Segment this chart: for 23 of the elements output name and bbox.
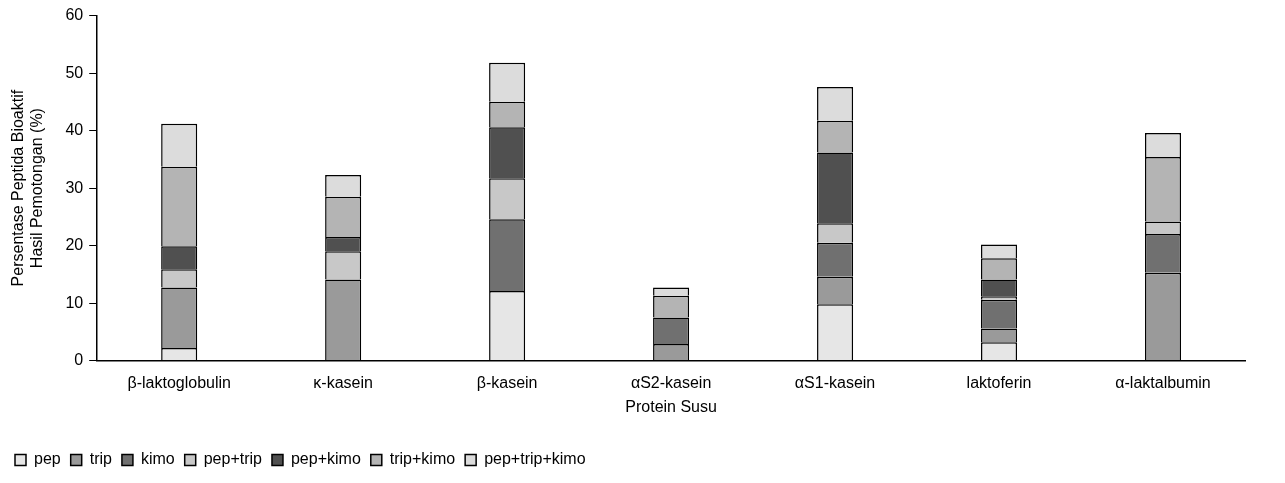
legend-label: kimo [140,450,175,468]
y-tick-label: 60 [65,6,84,24]
legend-label: pep+trip+kimo [484,450,586,468]
x-tick-label: β-laktoglobulin [127,373,231,391]
x-axis-title: Protein Susu [625,397,717,415]
x-tick-label: laktoferin [966,373,1032,391]
y-tick-label: 30 [65,178,84,196]
x-tick-label: κ-kasein [313,373,373,391]
y-tick-label: 20 [65,236,84,254]
y-tick-label: 50 [65,63,84,81]
y-tick-label: 0 [74,351,84,369]
legend-label: trip [89,450,113,468]
y-tick-label: 40 [65,121,84,139]
x-tick-label: αS2-kasein [630,373,712,391]
x-tick-label: αS1-kasein [794,373,876,391]
x-tick-label: α-laktalbumin [1115,373,1211,391]
legend-label: pep+trip [203,450,263,468]
legend-label: trip+kimo [389,450,456,468]
legend-label: pep+kimo [290,450,361,468]
x-tick-label: β-kasein [476,373,538,391]
y-tick-label: 10 [65,293,84,311]
y-axis-title: Persentase Peptida Bioaktif Hasil Pemotongan (%) [9,89,46,287]
legend-label: pep [34,450,61,468]
